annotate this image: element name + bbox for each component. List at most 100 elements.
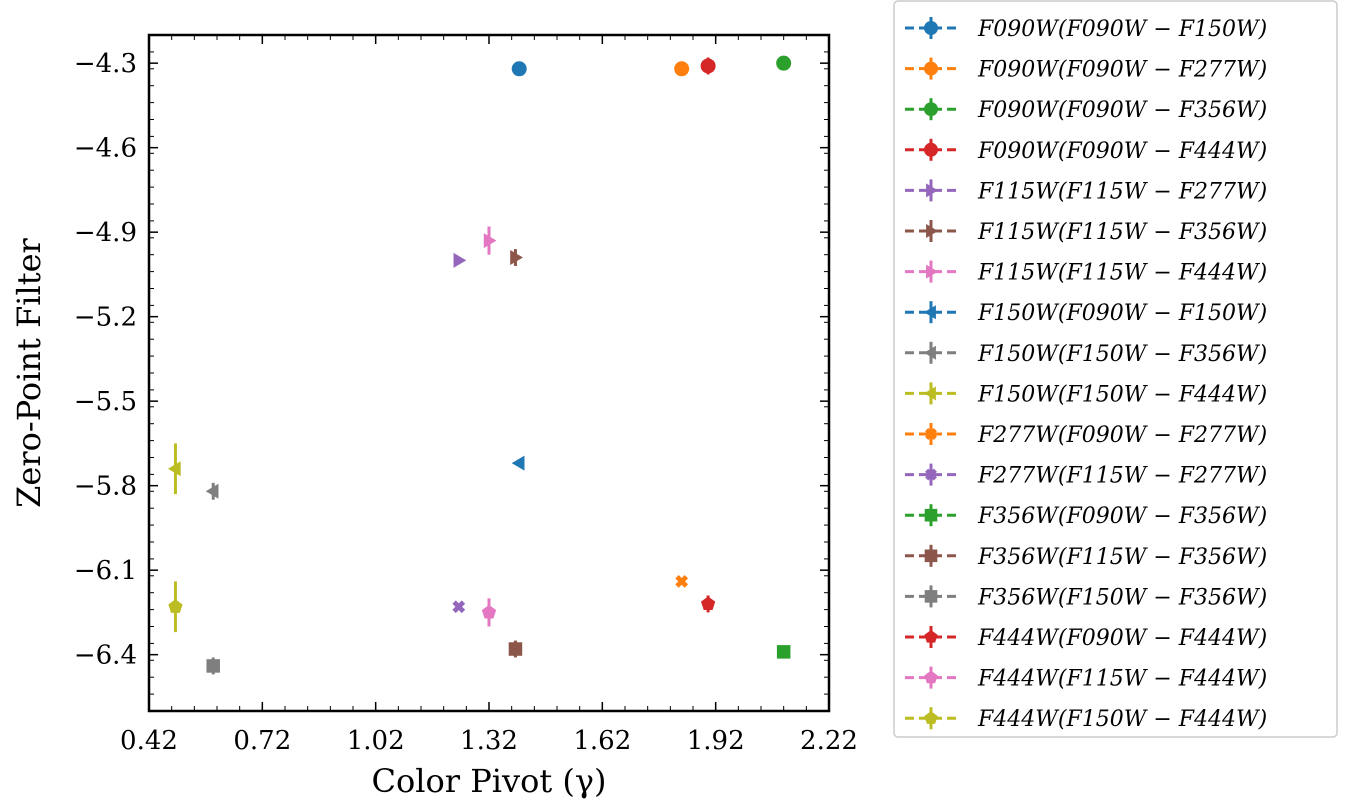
x-tick-label: 0.72 (233, 726, 291, 756)
legend-marker (924, 670, 938, 684)
y-tick-label: −4.6 (74, 134, 137, 164)
data-point (511, 455, 525, 471)
legend-marker (924, 711, 938, 724)
data-point (674, 61, 690, 77)
x-tick-label: 1.92 (687, 726, 745, 756)
y-tick-label: −5.2 (74, 303, 137, 333)
legend-marker (924, 508, 938, 522)
data-points (167, 55, 792, 675)
legend-item: F356W(F090W − F356W) (905, 504, 1267, 529)
legend-label: F356W(F150W − F356W) (977, 585, 1267, 610)
y-axis-title: Zero-Point Filter (10, 237, 48, 507)
legend-marker (925, 468, 937, 481)
data-point (511, 61, 527, 77)
point-marker (206, 659, 220, 673)
data-point (481, 598, 497, 627)
data-point (206, 657, 220, 675)
legend-marker (924, 142, 938, 157)
legend-item: F090W(F090W − F444W) (905, 138, 1267, 164)
legend-label: F115W(F115W − F356W) (977, 220, 1267, 245)
point-marker (776, 55, 792, 71)
legend-item: F115W(F115W − F277W) (905, 179, 1267, 204)
legend-label: F356W(F115W − F356W) (977, 545, 1267, 570)
legend-marker (924, 61, 938, 76)
data-point (205, 482, 219, 500)
data-point (776, 645, 791, 659)
x-axis-title: Color Pivot (γ) (372, 762, 607, 800)
legend-items: F090W(F090W − F150W) F090W(F090W − F277W)… (905, 17, 1267, 732)
legend-item: F150W(F150W − F444W) (905, 382, 1267, 407)
legend-item: F115W(F115W − F356W) (905, 220, 1267, 245)
legend-label: F150W(F150W − F444W) (977, 382, 1267, 407)
legend-marker (924, 345, 936, 360)
legend-item: F444W(F115W − F444W) (905, 666, 1267, 692)
x-tick-label: 1.02 (347, 726, 405, 756)
point-marker (511, 455, 525, 471)
x-tick-label: 2.22 (800, 726, 858, 756)
legend-frame (893, 0, 1338, 738)
legend-label: F277W(F115W − F277W) (977, 464, 1267, 489)
axis-ticks: 0.42 0.72 1.02 1.32 1.62 1.92 2.22 −6.4 −6.1 −5.8… (74, 34, 858, 756)
legend: F090W(F090W − F150W) F090W(F090W − F277W)… (893, 0, 1338, 738)
legend-item: F115W(F115W − F444W) (905, 260, 1267, 286)
point-marker (168, 599, 183, 613)
legend-label: F444W(F150W − F444W) (977, 707, 1267, 732)
x-tick-label: 1.62 (573, 726, 631, 756)
point-marker (508, 642, 523, 656)
data-point (700, 57, 716, 75)
legend-label: F444W(F115W − F444W) (977, 667, 1267, 692)
legend-item: F090W(F090W − F356W) (905, 98, 1267, 123)
point-marker (510, 250, 523, 266)
point-marker (481, 604, 497, 619)
legend-marker (924, 549, 938, 563)
point-marker (453, 252, 467, 268)
data-point (452, 600, 466, 614)
legend-marker (924, 590, 938, 603)
legend-marker (926, 183, 938, 198)
point-marker (511, 61, 527, 77)
data-point (453, 252, 467, 268)
data-point (700, 595, 716, 613)
legend-item: F090W(F090W − F277W) (905, 57, 1267, 83)
data-point (508, 640, 523, 658)
data-point (776, 55, 792, 71)
legend-item: F444W(F090W − F444W) (905, 626, 1267, 651)
legend-marker (924, 305, 936, 320)
legend-label: F090W(F090W − F277W) (977, 58, 1267, 83)
legend-marker (926, 224, 938, 238)
point-marker (674, 61, 690, 77)
point-marker (675, 575, 689, 588)
legend-item: F090W(F090W − F150W) (905, 17, 1267, 42)
legend-marker (924, 630, 938, 643)
point-marker (700, 596, 716, 611)
data-point (167, 443, 181, 495)
legend-label: F090W(F090W − F150W) (977, 17, 1267, 42)
data-point (675, 575, 689, 588)
y-tick-label: −4.9 (74, 218, 137, 248)
legend-label: F277W(F090W − F277W) (977, 423, 1267, 448)
point-marker (483, 233, 497, 249)
x-tick-label: 0.42 (120, 726, 178, 756)
y-tick-label: −6.4 (74, 641, 137, 671)
y-tick-label: −5.8 (74, 472, 137, 502)
legend-label: F444W(F090W − F444W) (977, 626, 1267, 651)
legend-item: F356W(F115W − F356W) (905, 544, 1267, 570)
legend-marker (925, 428, 937, 440)
legend-label: F115W(F115W − F444W) (977, 261, 1267, 286)
legend-marker (924, 21, 938, 35)
legend-label: F090W(F090W − F444W) (977, 139, 1267, 164)
legend-label: F150W(F090W − F150W) (977, 301, 1267, 326)
point-marker (167, 461, 181, 477)
y-tick-label: −6.1 (74, 556, 137, 586)
legend-marker (924, 386, 936, 401)
legend-item: F150W(F150W − F356W) (905, 341, 1267, 367)
legend-marker (926, 264, 938, 279)
legend-item: F277W(F115W − F277W) (905, 463, 1267, 489)
legend-marker (924, 102, 938, 117)
legend-item: F277W(F090W − F277W) (905, 423, 1267, 448)
y-tick-label: −5.5 (74, 387, 137, 417)
point-marker (776, 645, 791, 659)
y-tick-label: −4.3 (74, 49, 137, 79)
legend-label: F150W(F150W − F356W) (977, 342, 1267, 367)
